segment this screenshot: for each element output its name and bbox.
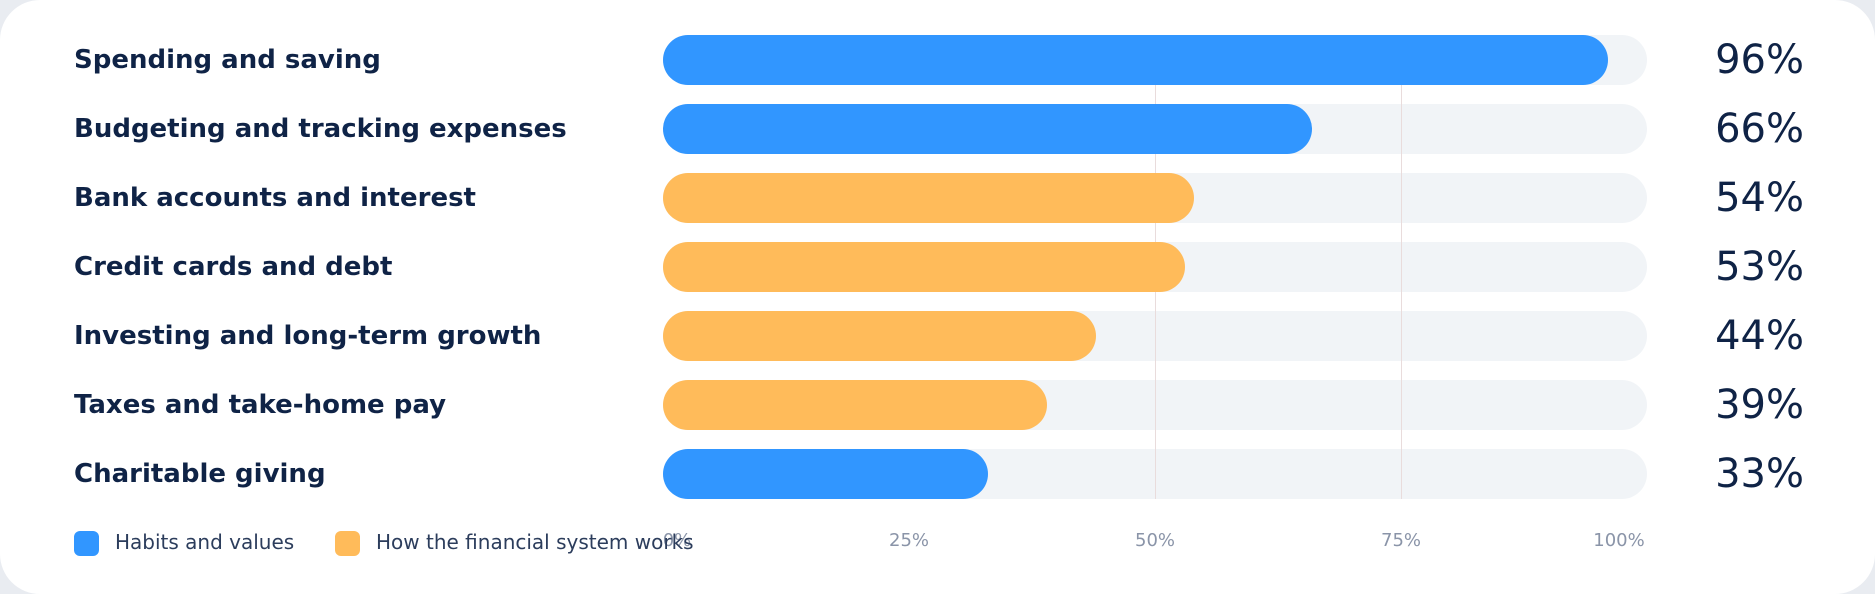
category-label: Budgeting and tracking expenses <box>74 114 567 144</box>
category-label: Bank accounts and interest <box>74 183 476 213</box>
value-label: 96% <box>1715 37 1804 83</box>
category-label: Spending and saving <box>74 45 381 75</box>
value-label: 66% <box>1715 106 1804 152</box>
value-label: 54% <box>1715 175 1804 221</box>
bar <box>663 104 1313 154</box>
category-label: Investing and long-term growth <box>74 321 542 351</box>
bar <box>663 35 1608 85</box>
value-label: 44% <box>1715 313 1804 359</box>
value-label: 39% <box>1715 382 1804 428</box>
legend-swatch-system <box>335 531 360 556</box>
gridline <box>1401 35 1402 499</box>
bar <box>663 242 1185 292</box>
category-label: Credit cards and debt <box>74 252 393 282</box>
value-label: 53% <box>1715 244 1804 290</box>
bar <box>663 380 1047 430</box>
x-tick-label: 100% <box>1593 530 1645 551</box>
x-tick-label: 50% <box>1134 530 1176 551</box>
bar <box>663 311 1096 361</box>
x-tick-label: 25% <box>888 530 930 551</box>
x-tick-label: 0% <box>662 530 692 551</box>
legend-swatch-habits <box>74 531 99 556</box>
legend-label-system: How the financial system works <box>376 530 694 554</box>
bar <box>663 449 988 499</box>
value-label: 33% <box>1715 451 1804 497</box>
x-tick-label: 75% <box>1380 530 1422 551</box>
category-label: Taxes and take-home pay <box>74 390 447 420</box>
legend-label-habits: Habits and values <box>115 530 295 554</box>
bar <box>663 173 1195 223</box>
category-label: Charitable giving <box>74 459 326 489</box>
